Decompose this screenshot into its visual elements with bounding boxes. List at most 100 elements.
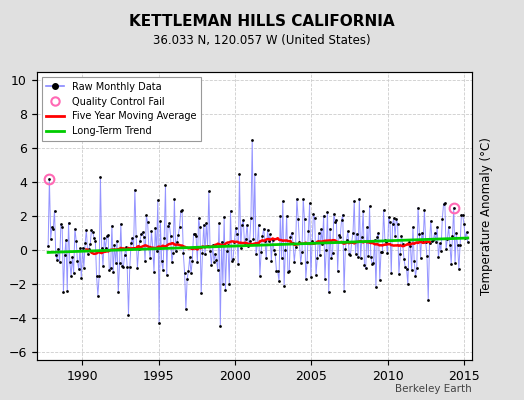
Point [268, 236, 277, 243]
Point [83, 251, 92, 257]
Point [244, 242, 253, 249]
Point [62, 237, 70, 243]
Point [421, 239, 430, 245]
Point [135, 246, 143, 252]
Point [358, 234, 366, 240]
Point [267, 257, 276, 264]
Point [453, 242, 462, 248]
Point [280, 283, 288, 289]
Point [425, 240, 434, 246]
Point [109, 269, 117, 275]
Point [169, 250, 177, 256]
Point [438, 216, 446, 222]
Point [235, 170, 244, 177]
Point [302, 276, 310, 282]
Point [214, 267, 222, 273]
Point [179, 250, 188, 256]
Point [133, 264, 141, 271]
Point [392, 216, 400, 222]
Point [344, 228, 352, 234]
Point [58, 223, 67, 230]
Point [233, 231, 241, 237]
Point [350, 197, 358, 204]
Point [245, 238, 254, 244]
Point [308, 238, 316, 245]
Point [123, 264, 132, 270]
Point [119, 264, 127, 270]
Point [94, 292, 102, 299]
Point [388, 221, 397, 227]
Point [354, 254, 362, 261]
Point [50, 208, 59, 214]
Point [180, 270, 189, 276]
Point [435, 240, 444, 246]
Point [361, 262, 369, 268]
Point [226, 208, 235, 214]
Point [368, 260, 376, 267]
Point [64, 220, 73, 226]
Point [288, 230, 296, 236]
Point [152, 248, 161, 254]
Point [293, 196, 301, 202]
Point [326, 225, 334, 232]
Point [402, 265, 411, 272]
Point [286, 234, 294, 240]
Point [239, 216, 247, 223]
Point [253, 241, 261, 248]
Point [207, 262, 215, 268]
Point [168, 258, 176, 265]
Point [349, 230, 357, 236]
Point [79, 244, 87, 251]
Point [178, 207, 186, 213]
Point [210, 258, 218, 265]
Point [376, 276, 384, 283]
Point [401, 264, 409, 271]
Point [167, 233, 175, 239]
Point [54, 246, 62, 252]
Point [132, 233, 140, 239]
Point [48, 224, 56, 230]
Point [281, 246, 290, 253]
Point [391, 232, 399, 239]
Point [189, 231, 198, 237]
Point [223, 248, 231, 254]
Point [212, 257, 221, 264]
Point [372, 284, 380, 290]
Point [437, 248, 445, 254]
Point [137, 231, 146, 237]
Point [271, 250, 279, 257]
Point [146, 255, 155, 262]
Point [336, 233, 344, 240]
Point [262, 255, 270, 262]
Point [80, 265, 88, 271]
Point [209, 242, 217, 248]
Point [396, 251, 405, 257]
Point [155, 320, 163, 327]
Point [118, 262, 126, 269]
Point [410, 258, 418, 264]
Point [294, 216, 302, 222]
Point [136, 238, 144, 244]
Point [370, 236, 379, 243]
Point [160, 235, 168, 241]
Point [320, 212, 328, 219]
Point [150, 268, 158, 275]
Point [201, 251, 209, 257]
Point [192, 233, 200, 240]
Point [444, 224, 453, 230]
Point [63, 288, 71, 294]
Point [198, 250, 206, 256]
Point [247, 215, 255, 221]
Point [446, 241, 454, 248]
Point [173, 238, 181, 245]
Point [299, 196, 308, 202]
Point [460, 221, 468, 227]
Point [95, 273, 103, 279]
Point [321, 276, 329, 282]
Point [225, 281, 234, 287]
Point [219, 280, 227, 287]
Point [412, 264, 421, 271]
Point [409, 224, 417, 230]
Point [229, 256, 237, 262]
Point [314, 230, 323, 236]
